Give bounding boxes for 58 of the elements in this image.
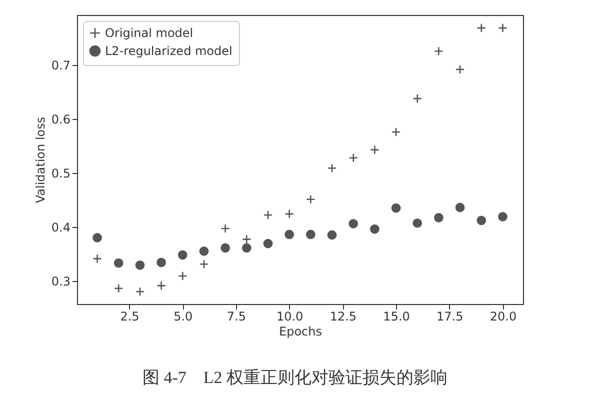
- point: [156, 280, 166, 290]
- point: [263, 238, 273, 248]
- point: [114, 258, 124, 268]
- point: [242, 243, 252, 253]
- point: [370, 224, 380, 234]
- point: [284, 230, 294, 240]
- point: [498, 23, 508, 33]
- point: [412, 94, 422, 104]
- point: [135, 286, 145, 296]
- y-axis-title: Validation loss: [33, 116, 48, 204]
- point: [220, 243, 230, 253]
- x-tick-label: 15.0: [383, 310, 410, 324]
- point: [156, 258, 166, 268]
- x-tick-label: 17.5: [436, 310, 464, 324]
- point: [135, 260, 145, 270]
- point: [92, 254, 102, 264]
- y-tick-label: 0.7: [51, 58, 70, 73]
- x-tick-label: 2.5: [120, 310, 140, 324]
- point: [476, 23, 486, 33]
- caption: 图 4-7 L2 权重正则化对验证损失的影响: [141, 367, 449, 389]
- point: [263, 210, 273, 220]
- point: [412, 218, 422, 228]
- x-axis-title: Epochs: [279, 324, 322, 338]
- point: [434, 213, 444, 222]
- legend-label: L2-regularized model: [105, 44, 232, 58]
- y-tick-label: 0.5: [51, 166, 70, 180]
- x-tick-label: 7.5: [226, 310, 246, 324]
- point: [114, 284, 124, 294]
- point: [455, 64, 465, 74]
- point: [178, 250, 188, 260]
- point: [498, 212, 508, 222]
- y-tick-label: 0.3: [51, 274, 70, 288]
- point: [199, 259, 209, 269]
- point: [220, 224, 230, 234]
- x-tick-label: 20.0: [490, 310, 517, 324]
- point: [92, 233, 102, 242]
- point: [348, 153, 358, 163]
- point: [306, 194, 316, 204]
- x-tick-label: 5.0: [174, 310, 193, 324]
- y-tick-label: 0.6: [51, 112, 70, 127]
- point: [391, 203, 401, 213]
- point: [284, 209, 294, 219]
- point: [370, 145, 380, 154]
- point: [455, 202, 465, 212]
- y-tick-label: 0.4: [51, 220, 70, 234]
- point: [306, 230, 316, 240]
- point: [348, 218, 358, 228]
- x-tick-label: 10.0: [276, 310, 304, 324]
- legend-label: Original model: [105, 26, 194, 40]
- point: [327, 163, 337, 173]
- point: [391, 127, 401, 137]
- point: [434, 46, 444, 56]
- point: [327, 230, 337, 240]
- point: [199, 246, 209, 256]
- point: [476, 216, 486, 226]
- point: [178, 271, 188, 281]
- x-tick-label: 12.5: [330, 310, 357, 324]
- point: [242, 234, 252, 244]
